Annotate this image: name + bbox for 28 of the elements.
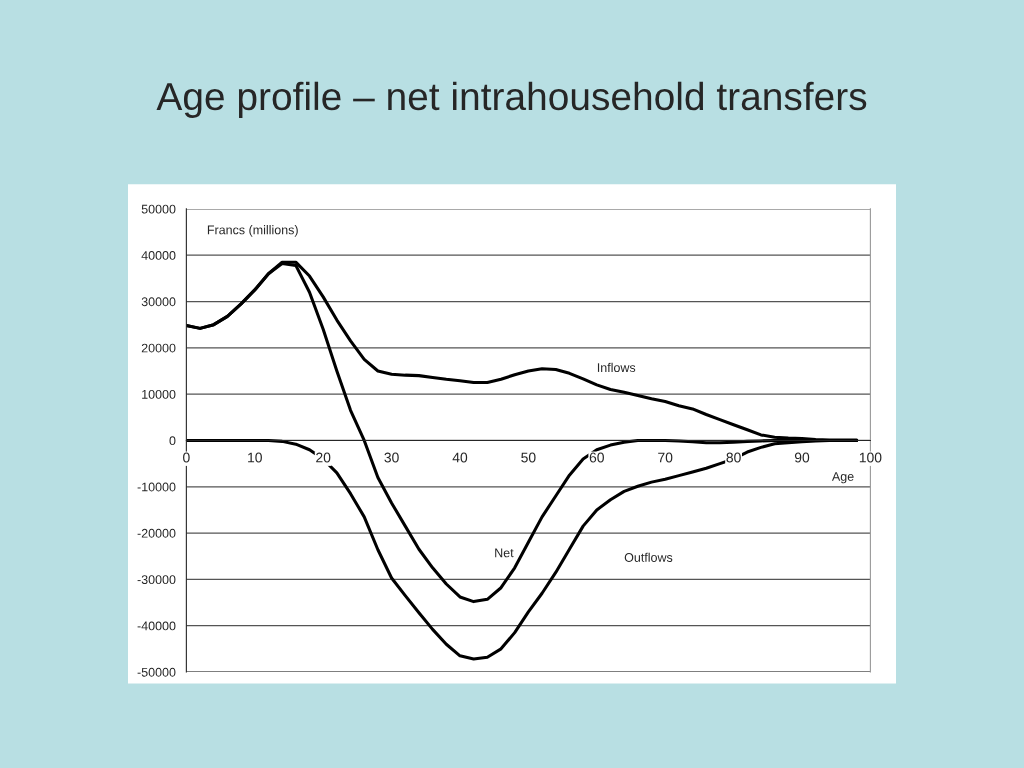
x-tick-label: 20 (316, 452, 331, 463)
x-tick-label: 80 (726, 452, 741, 463)
y-tick-label: -20000 (137, 528, 176, 538)
annotation: Outflows (624, 552, 673, 562)
x-tick-label: 50 (521, 452, 536, 463)
chart-title: Age profile – net intrahousehold transfers (156, 81, 867, 118)
x-tick-label: 100 (859, 452, 882, 463)
y-axis-title: Francs (millions) (207, 225, 298, 237)
annotation: Inflows (597, 362, 636, 373)
x-tick-label: 60 (589, 452, 604, 463)
y-tick-label: 0 (169, 436, 176, 446)
x-tick-label: 70 (658, 452, 673, 463)
y-tick-label: 50000 (141, 204, 176, 214)
y-tick-label: 10000 (142, 389, 176, 399)
y-tick-label: -40000 (137, 621, 176, 631)
x-tick-label: 30 (384, 452, 399, 463)
x-tick-label: 40 (452, 452, 468, 463)
x-axis-title: Age (831, 472, 854, 484)
y-tick-label: -50000 (137, 667, 176, 677)
y-tick-label: 30000 (141, 297, 176, 307)
y-tick-label: 20000 (141, 343, 176, 353)
x-tick-label: 90 (794, 452, 810, 463)
y-tick-label: -10000 (137, 482, 176, 492)
x-tick-label: 10 (248, 452, 262, 463)
y-tick-label: 40000 (141, 251, 176, 260)
x-tick-label: 0 (183, 452, 190, 463)
y-tick-label: -30000 (137, 575, 176, 585)
annotation: Net (495, 548, 514, 558)
